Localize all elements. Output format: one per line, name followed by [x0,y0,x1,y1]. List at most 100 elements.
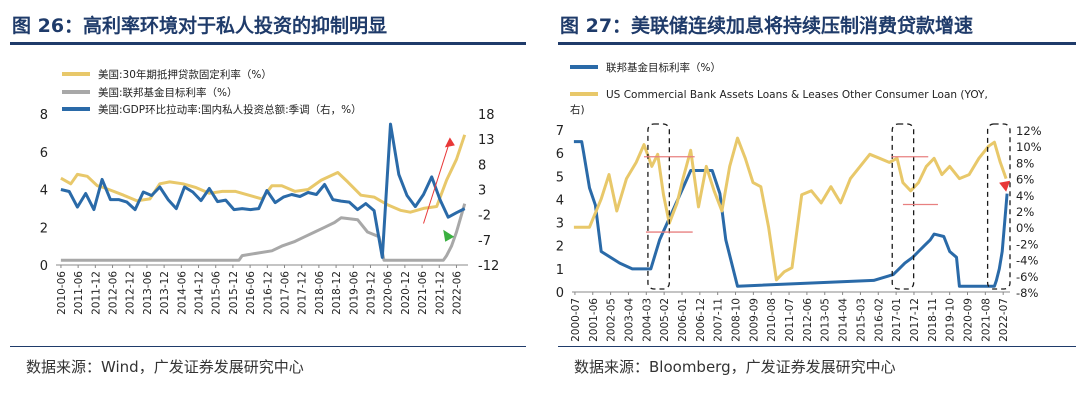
x-tick-label: 2014-06 [176,271,188,315]
arrow-up-head [444,137,455,148]
right-tick-label: 8% [1016,156,1034,170]
left-tick-label: 0 [556,286,564,301]
x-tick-label: 2002-05 [606,298,618,342]
right-tick-label: 3 [478,184,486,199]
x-tick-label: 2012-12 [125,271,137,315]
chart-26: 美国:30年期抵押贷款固定利率（%） 美国:联邦基金目标利率（%） 美国:GDP环比… [40,68,500,315]
source-note: 数据来源：Wind，广发证券发展研究中心 [26,358,304,376]
right-tick-label: 13 [478,133,495,148]
arrow-down-head [999,180,1011,192]
series-line [573,136,1008,282]
series-line [60,122,466,259]
x-tick-label: 2004-03 [641,298,653,342]
x-tick-label: 2015-06 [211,271,223,315]
right-tick-label: -4% [1016,254,1038,268]
right-tick-label: -2 [478,209,491,224]
x-tick-label: 2021-12 [434,271,446,315]
left-tick-label: 1 [556,263,564,278]
x-tick-label: 2021-06 [417,271,429,315]
right-tick-label: 10% [1016,140,1042,154]
title-divider [558,42,1076,45]
bottom-divider [10,346,526,347]
left-tick-label: 4 [556,193,564,208]
x-tick-label: 2010-06 [56,271,68,315]
left-tick-label: 2 [40,221,48,236]
arrow-down-head [443,229,455,242]
x-tick-label: 2017-06 [279,271,291,315]
x-tick-label: 2017-12 [297,271,309,315]
x-tick-label: 2011-06 [73,271,85,315]
x-tick-label: 2007-11 [713,298,725,342]
legend-label: 联邦基金目标利率（%） [606,61,721,74]
x-tick-label: 2003-04 [623,298,635,342]
highlight-box [647,123,670,290]
x-tick-label: 2019-12 [365,271,377,315]
x-tick-label: 2016-02 [873,298,885,342]
legend-label: US Commercial Bank Assets Loans & Leases… [606,89,988,101]
left-tick-label: 8 [40,108,48,123]
x-tick-label: 2010-08 [766,298,778,342]
x-tick-label: 2006-12 [695,298,707,342]
left-tick-label: 2 [556,240,564,255]
x-tick-label: 2013-05 [820,298,832,342]
series-line [573,140,1009,288]
right-tick-label: -2% [1016,237,1038,251]
x-tick-label: 2015-12 [228,271,240,315]
x-tick-label: 2000-07 [570,298,582,342]
series-line [60,134,467,214]
left-tick-label: 4 [40,184,48,199]
x-tick-label: 2014-04 [838,298,850,342]
right-tick-label: 0% [1016,221,1034,235]
left-tick-label: 5 [556,170,564,185]
x-tick-label: 2020-09 [962,298,974,342]
x-tick-label: 2012-06 [108,271,120,315]
x-tick-label: 2022-07 [998,298,1010,342]
x-tick-label: 2005-02 [659,298,671,342]
right-tick-label: 6% [1016,173,1034,187]
legend-label: 右) [570,103,585,116]
title-divider [10,42,526,45]
left-tick-label: 0 [40,259,48,274]
right-tick-label: -7 [478,234,491,249]
legend-label: 美国:30年期抵押贷款固定利率（%） [98,68,272,81]
figure-title: 图 26：高利率环境对于私人投资的抑制明显 [12,15,388,37]
right-tick-label: 2% [1016,205,1034,219]
x-tick-label: 2013-06 [142,271,154,315]
x-tick-label: 2022-06 [451,271,463,315]
figure-title: 图 27：美联储连续加息将持续压制消费贷款增速 [560,15,974,37]
x-tick-label: 2019-10 [945,298,957,342]
source-note: 数据来源：Bloomberg，广发证券发展研究中心 [574,358,896,376]
figure-27: 图 27：美联储连续加息将持续压制消费贷款增速 联邦基金目标利率（%） US Co… [548,0,1080,400]
left-tick-label: 7 [556,124,564,139]
chart-27: 联邦基金目标利率（%） US Commercial Bank Assets Loa… [556,61,1042,342]
right-tick-label: 12% [1016,124,1042,138]
x-tick-label: 2016-12 [262,271,274,315]
left-tick-label: 3 [556,217,564,232]
x-tick-label: 2017-12 [909,298,921,342]
right-tick-label: -8% [1016,286,1038,300]
x-tick-label: 2011-12 [90,271,102,315]
x-tick-label: 2018-11 [927,298,939,342]
left-tick-label: 6 [40,146,48,161]
x-tick-label: 2006-01 [677,298,689,342]
x-tick-label: 2019-06 [348,271,360,315]
x-tick-label: 2016-06 [245,271,257,315]
x-tick-label: 2008-10 [731,298,743,342]
x-tick-label: 2014-12 [194,271,206,315]
right-tick-label: 8 [478,158,486,173]
x-tick-label: 2015-03 [855,298,867,342]
bottom-divider [558,346,1076,347]
x-tick-label: 2011-07 [784,298,796,342]
right-tick-label: -12 [478,259,499,274]
trend-arrow-line [423,145,449,224]
x-tick-label: 2001-06 [588,298,600,342]
x-tick-label: 2021-08 [980,298,992,342]
x-tick-label: 2017-01 [891,298,903,342]
right-tick-label: 4% [1016,189,1034,203]
x-tick-label: 2013-12 [159,271,171,315]
x-tick-label: 2018-12 [331,271,343,315]
right-tick-label: -6% [1016,270,1038,284]
right-tick-label: 18 [478,108,495,123]
left-tick-label: 6 [556,147,564,162]
x-tick-label: 2020-06 [383,271,395,315]
